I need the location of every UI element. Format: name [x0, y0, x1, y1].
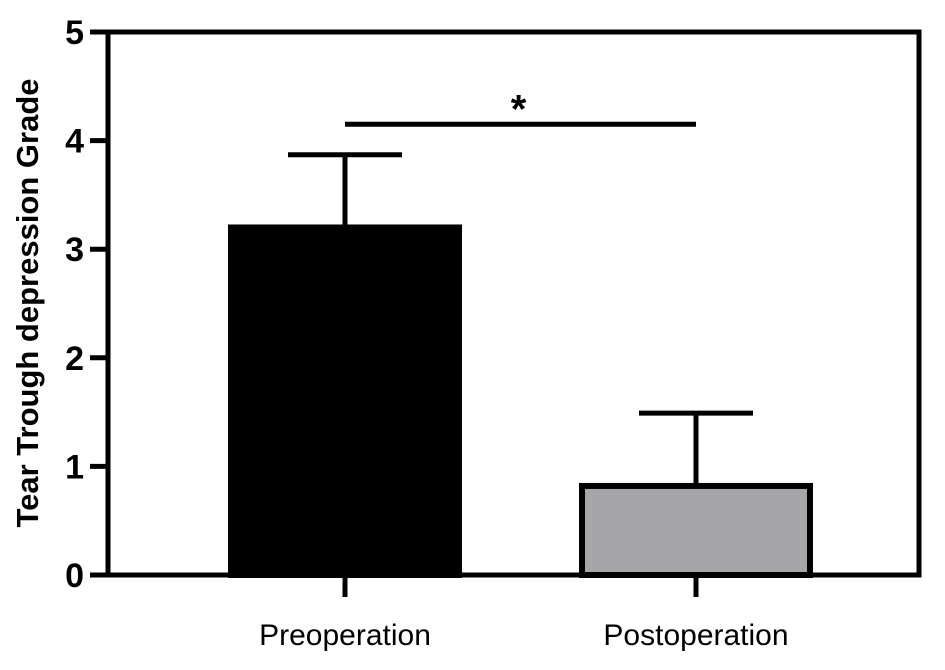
y-tick-label-1: 1	[65, 448, 84, 486]
labels: 0 1 2 3 4 5 Preoperation Postoperation *	[65, 14, 788, 652]
significance-marker: *	[511, 87, 527, 131]
plot-frame	[105, 29, 922, 578]
y-tick-label-4: 4	[65, 123, 84, 161]
axes	[90, 29, 922, 597]
error-bars	[288, 152, 753, 486]
y-tick-label-2: 2	[65, 340, 84, 378]
y-tick-label-0: 0	[65, 557, 84, 595]
bar-postoperation	[579, 482, 813, 578]
x-tick-label-postoperation: Postoperation	[603, 619, 788, 652]
y-tick-label-5: 5	[65, 14, 84, 52]
x-tick-label-preoperation: Preoperation	[259, 619, 431, 652]
y-tick-label-3: 3	[65, 231, 84, 269]
bars	[228, 224, 813, 578]
y-axis-title: Tear Trough depression Grade	[10, 78, 45, 527]
bar-preoperation	[228, 224, 462, 578]
